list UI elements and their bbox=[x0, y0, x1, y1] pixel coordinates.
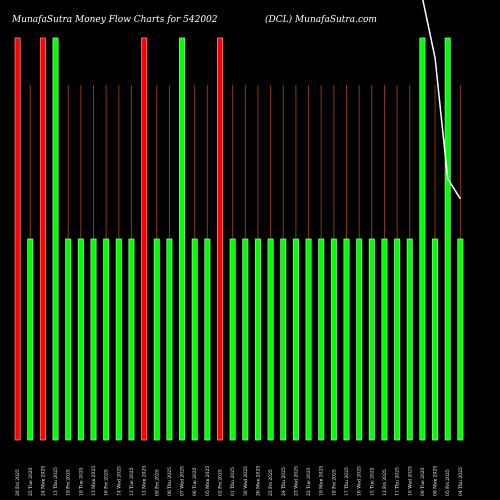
x-tick-label: 02 Fri 2025 bbox=[218, 469, 224, 496]
x-tick-label: 12 Mon 2025 bbox=[142, 466, 148, 496]
x-tick-label: 19 Fri 2025 bbox=[66, 469, 72, 496]
x-tick-label: 08 Thu 2025 bbox=[167, 467, 173, 496]
bar-up bbox=[229, 238, 236, 441]
x-tick-label: 22 Tue 2025 bbox=[306, 467, 312, 496]
x-tick-label: 23 Wed 2025 bbox=[293, 466, 299, 496]
bar-up bbox=[343, 238, 350, 441]
bar-up bbox=[356, 238, 363, 441]
x-tick-label: 18 Tue 2025 bbox=[78, 467, 84, 496]
bar-up bbox=[381, 238, 388, 441]
bar-up bbox=[128, 238, 135, 441]
bar-up bbox=[419, 37, 426, 441]
bar-up bbox=[254, 238, 261, 441]
flow-line bbox=[422, 0, 462, 200]
bar-up bbox=[166, 238, 173, 441]
bar-up bbox=[103, 238, 110, 441]
chart-subtitle: (DCL) MunafaSutra.com bbox=[265, 14, 377, 25]
x-tick-label: 16 Fri 2025 bbox=[104, 469, 110, 496]
bar-up bbox=[368, 238, 375, 441]
x-tick-label: 12 Fri 2025 bbox=[382, 469, 388, 496]
x-tick-label: 30 Wed 2025 bbox=[243, 466, 249, 496]
x-tick-label: 08 Mon 2025 bbox=[433, 466, 439, 496]
x-tick-label: 14 Wed 2025 bbox=[116, 466, 122, 496]
bar-down bbox=[216, 37, 223, 441]
chart-title: MunafaSutra Money Flow Charts for 542002 bbox=[11, 15, 218, 25]
x-tick-label: 29 Fri 2025 bbox=[15, 469, 21, 496]
x-tick-label: 01 Thu 2025 bbox=[230, 467, 236, 496]
bar-up bbox=[432, 238, 439, 441]
bar-up bbox=[330, 238, 337, 441]
x-tick-label: 05 Fri 2025 bbox=[445, 469, 451, 496]
bars bbox=[14, 37, 464, 441]
bar-up bbox=[444, 37, 451, 441]
x-tick-label: 19 Mon 2025 bbox=[319, 466, 325, 496]
x-tick-label: 25 Fri 2025 bbox=[268, 469, 274, 496]
x-tick-label: 18 Fri 2025 bbox=[331, 469, 337, 496]
x-tick-label: 16 Wed 2025 bbox=[357, 466, 363, 496]
bar-up bbox=[52, 37, 59, 441]
x-tick-label: 15 Tue 2025 bbox=[369, 467, 375, 496]
bar-down bbox=[39, 37, 46, 441]
x-tick-label: 26 Mon 2025 bbox=[255, 466, 261, 496]
x-tick-label: 25 Tue 2025 bbox=[28, 467, 34, 496]
bar-up bbox=[318, 238, 325, 441]
bar-up bbox=[406, 238, 413, 441]
flow-line-path bbox=[422, 0, 462, 200]
bar-up bbox=[65, 238, 72, 441]
bar-up bbox=[394, 238, 401, 441]
x-tick-label: 13 Tue 2025 bbox=[129, 467, 135, 496]
x-tick-label: 24 Mon 2025 bbox=[40, 466, 46, 496]
bar-up bbox=[179, 37, 186, 441]
bar-down bbox=[14, 37, 21, 441]
bar-up bbox=[90, 238, 97, 441]
bar-up bbox=[305, 238, 312, 441]
x-tick-label: 05 Mon 2025 bbox=[205, 466, 211, 496]
x-tick-label: 10 Wed 2025 bbox=[407, 466, 413, 496]
bar-up bbox=[27, 238, 34, 441]
bar-down bbox=[141, 37, 148, 441]
x-tick-label: 04 Thu 2025 bbox=[458, 467, 464, 496]
bar-up bbox=[267, 238, 274, 441]
x-tick-label: 17 Thu 2025 bbox=[344, 467, 350, 496]
x-tick-label: 06 Tue 2025 bbox=[192, 467, 198, 496]
x-tick-label: 09 Fri 2025 bbox=[154, 469, 160, 496]
bar-up bbox=[242, 238, 249, 441]
x-tick-label: 13 Mon 2025 bbox=[91, 466, 97, 496]
bar-up bbox=[204, 238, 211, 441]
x-tick-labels: 29 Fri 2025 25 Tue 2025 24 Mon 2025 13 Thu … bbox=[15, 466, 464, 496]
x-tick-label: 11 Thu 2025 bbox=[395, 467, 401, 496]
bar-up bbox=[292, 238, 299, 441]
x-tick-label: 13 Thu 2025 bbox=[53, 467, 59, 496]
bar-up bbox=[457, 238, 464, 441]
x-tick-label: 09 Tue 2025 bbox=[420, 467, 426, 496]
x-tick-label: 24 Thu 2025 bbox=[281, 467, 287, 496]
bar-up bbox=[153, 238, 160, 441]
bar-up bbox=[280, 238, 287, 441]
x-tick-label: 07 Wed 2025 bbox=[180, 466, 186, 496]
bar-up bbox=[115, 238, 122, 441]
bar-up bbox=[191, 238, 198, 441]
bar-up bbox=[77, 238, 84, 441]
